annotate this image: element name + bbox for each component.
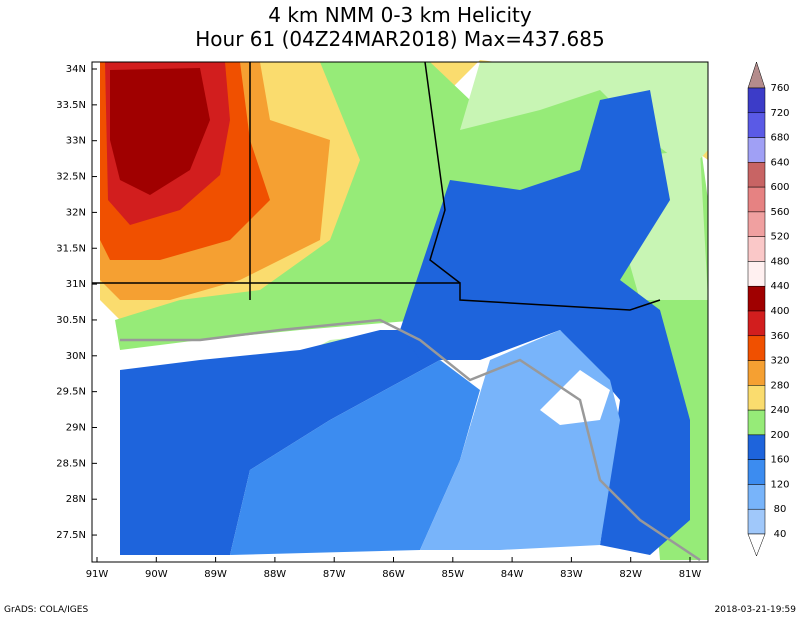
colorbar-top-cap — [747, 61, 766, 89]
colorbar-box — [747, 385, 766, 411]
title-line-2: Hour 61 (04Z24MAR2018) Max=437.685 — [195, 27, 604, 51]
state-border — [424, 61, 461, 284]
colorbar-label: 680 — [770, 133, 789, 144]
coastline — [120, 318, 701, 562]
lon-label: 90W — [145, 569, 168, 580]
colorbar-box — [747, 335, 766, 361]
colorbar-box — [747, 211, 766, 237]
colorbar-box — [747, 409, 766, 436]
lat-label: 29.5N — [56, 387, 86, 398]
colorbar-label: 760 — [770, 83, 789, 94]
colorbar-box — [747, 285, 766, 312]
colorbar: 760 720 680 640 600 560 520 480 440 400 360 320 280 2… — [747, 61, 790, 557]
title-line-1: 4 km NMM 0-3 km Helicity — [268, 3, 532, 27]
lat-label: 34N — [66, 64, 86, 75]
colorbar-label: 80 — [774, 504, 787, 515]
colorbar-label: 600 — [770, 182, 789, 193]
lat-label: 31N — [66, 279, 86, 290]
lat-label: 30.5N — [56, 315, 86, 326]
colorbar-box — [747, 137, 766, 163]
field-blue-east — [400, 90, 690, 555]
field-blue-mid — [230, 360, 480, 555]
lon-label: 91W — [86, 569, 109, 580]
lat-label: 30N — [66, 351, 86, 362]
lat-label: 33N — [66, 136, 86, 147]
footer-left: GrADS: COLA/IGES — [4, 605, 88, 615]
lon-label: 82W — [619, 569, 642, 580]
colorbar-label: 400 — [770, 306, 789, 317]
colorbar-label: 160 — [770, 455, 789, 466]
colorbar-label: 640 — [770, 157, 789, 168]
field-dark-red — [110, 68, 210, 195]
colorbar-box — [747, 87, 766, 114]
colorbar-label: 720 — [770, 108, 789, 119]
colorbar-label: 280 — [770, 380, 789, 391]
lon-label: 83W — [560, 569, 583, 580]
colorbar-label: 200 — [770, 430, 789, 441]
colorbar-box — [747, 434, 766, 460]
colorbar-label: 360 — [770, 331, 789, 342]
lon-label: 81W — [679, 569, 702, 580]
colorbar-box — [747, 360, 766, 386]
colorbar-box — [747, 459, 766, 485]
map-field — [91, 60, 709, 563]
footer-right: 2018-03-21-19:59 — [715, 605, 797, 615]
colorbar-label: 240 — [770, 405, 789, 416]
colorbar-box — [747, 186, 766, 213]
lat-label: 27.5N — [56, 530, 86, 541]
field-pale-green — [460, 62, 708, 170]
lon-label: 89W — [204, 569, 227, 580]
colorbar-label: 520 — [770, 232, 789, 243]
lat-label: 32.5N — [56, 172, 86, 183]
lon-label: 88W — [264, 569, 287, 580]
colorbar-label: 560 — [770, 207, 789, 218]
lon-label: 87W — [323, 569, 346, 580]
lon-label: 86W — [382, 569, 405, 580]
latitude-labels: 34N 33.5N 33N 32.5N 32N 31.5N 31N 30.5N 30N 29.5N… — [56, 64, 97, 541]
colorbar-label: 40 — [774, 529, 787, 540]
longitude-labels: 91W 90W 89W 88W 87W 86W 85W 84W 83W 82W 81W — [86, 557, 702, 580]
colorbar-box — [747, 236, 766, 262]
colorbar-label: 480 — [770, 256, 789, 267]
colorbar-box — [747, 162, 766, 188]
colorbar-box — [747, 261, 766, 287]
lat-label: 32N — [66, 207, 86, 218]
colorbar-box — [747, 508, 766, 535]
colorbar-label: 120 — [770, 479, 789, 490]
field-blue-sw — [120, 330, 440, 555]
lon-label: 84W — [501, 569, 524, 580]
map-frame — [91, 61, 709, 563]
state-border — [92, 282, 661, 311]
colorbar-box — [747, 310, 766, 337]
lat-label: 31.5N — [56, 243, 86, 254]
colorbar-bottom-cap — [747, 533, 766, 557]
lon-label: 85W — [441, 569, 464, 580]
colorbar-box — [747, 112, 766, 138]
lat-label: 28N — [66, 494, 86, 505]
lat-label: 29N — [66, 423, 86, 434]
colorbar-label: 320 — [770, 356, 789, 367]
colorbar-box — [747, 484, 766, 510]
lat-label: 33.5N — [56, 100, 86, 111]
colorbar-label: 440 — [770, 281, 789, 292]
lat-label: 28.5N — [56, 458, 86, 469]
